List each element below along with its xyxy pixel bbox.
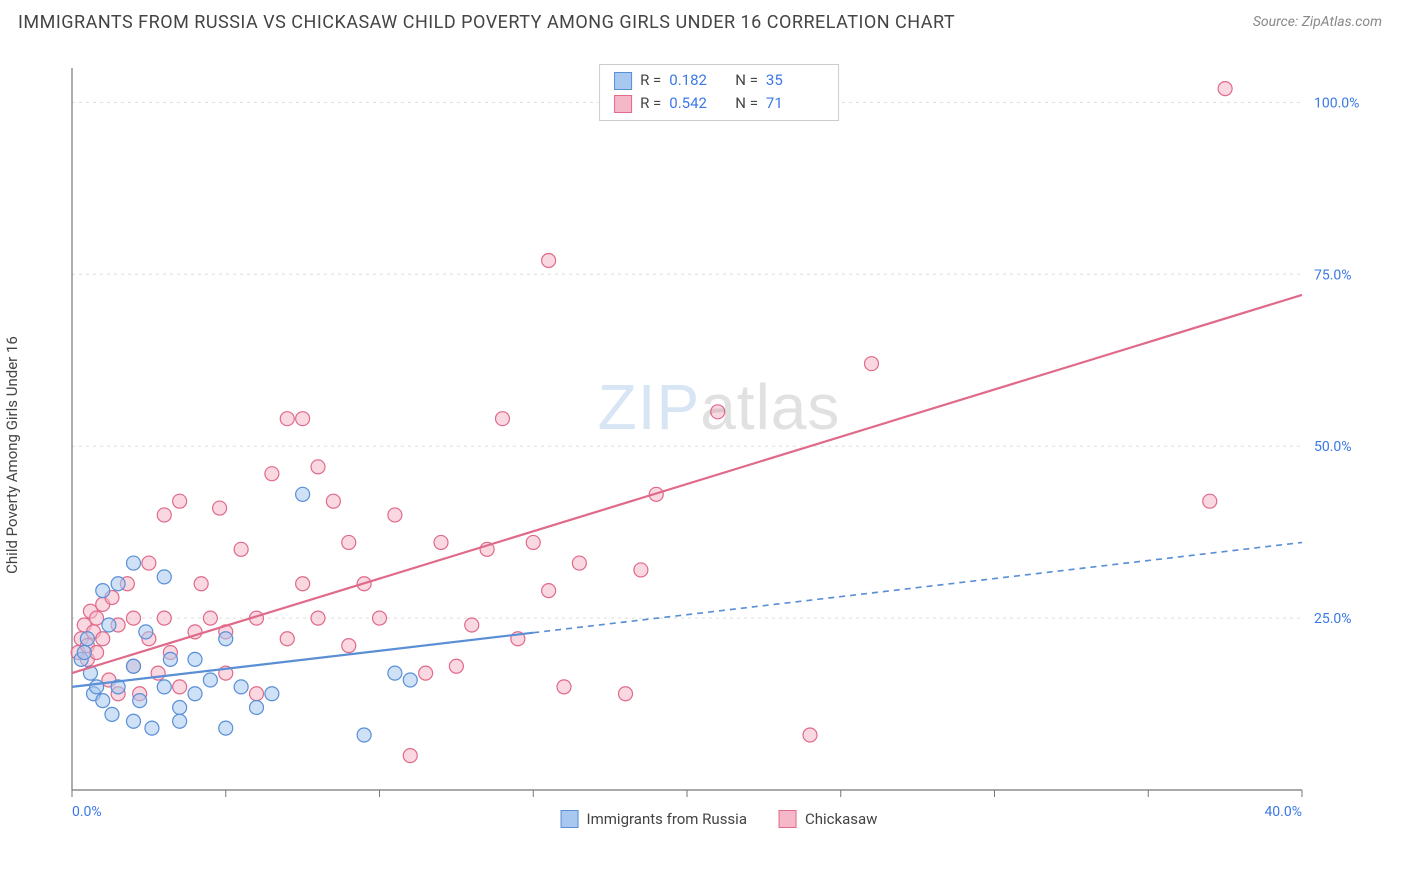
swatch-series-1 — [614, 95, 632, 113]
svg-text:40.0%: 40.0% — [1264, 804, 1302, 820]
svg-text:75.0%: 75.0% — [1314, 267, 1352, 283]
chart-area: 0.0%40.0%25.0%50.0%75.0%100.0% ZIPatlas … — [64, 60, 1374, 830]
stats-row-0: R = 0.182 N = 35 — [614, 69, 824, 92]
r-label: R = — [640, 69, 661, 92]
scatter-chart: 0.0% 40.0% 25.0% 50.0% 75.0% 100.0% — [64, 60, 1374, 830]
n-value-1: 71 — [766, 92, 824, 115]
n-label: N = — [735, 92, 758, 115]
svg-text:50.0%: 50.0% — [1314, 439, 1352, 455]
legend-item-0: Immigrants from Russia — [561, 810, 747, 828]
source-attribution: Source: ZipAtlas.com — [1253, 14, 1382, 30]
r-value-1: 0.542 — [669, 92, 727, 115]
r-label: R = — [640, 92, 661, 115]
y-axis-label: Child Poverty Among Girls Under 16 — [3, 336, 21, 574]
svg-text:25.0%: 25.0% — [1314, 611, 1352, 627]
n-value-0: 35 — [766, 69, 824, 92]
r-value-0: 0.182 — [669, 69, 727, 92]
svg-text:100.0%: 100.0% — [1314, 95, 1359, 111]
stats-row-1: R = 0.542 N = 71 — [614, 92, 824, 115]
legend-label-1: Chickasaw — [805, 810, 877, 828]
n-label: N = — [735, 69, 758, 92]
chart-title: IMMIGRANTS FROM RUSSIA VS CHICKASAW CHIL… — [18, 12, 1388, 33]
legend-label-0: Immigrants from Russia — [587, 810, 747, 828]
legend-swatch-1 — [779, 810, 797, 828]
chart-header: IMMIGRANTS FROM RUSSIA VS CHICKASAW CHIL… — [0, 0, 1406, 41]
stats-legend: R = 0.182 N = 35 R = 0.542 N = 71 — [599, 64, 839, 121]
legend-swatch-0 — [561, 810, 579, 828]
svg-text:0.0%: 0.0% — [72, 804, 102, 820]
bottom-legend: Immigrants from Russia Chickasaw — [561, 810, 878, 828]
legend-item-1: Chickasaw — [779, 810, 877, 828]
swatch-series-0 — [614, 72, 632, 90]
